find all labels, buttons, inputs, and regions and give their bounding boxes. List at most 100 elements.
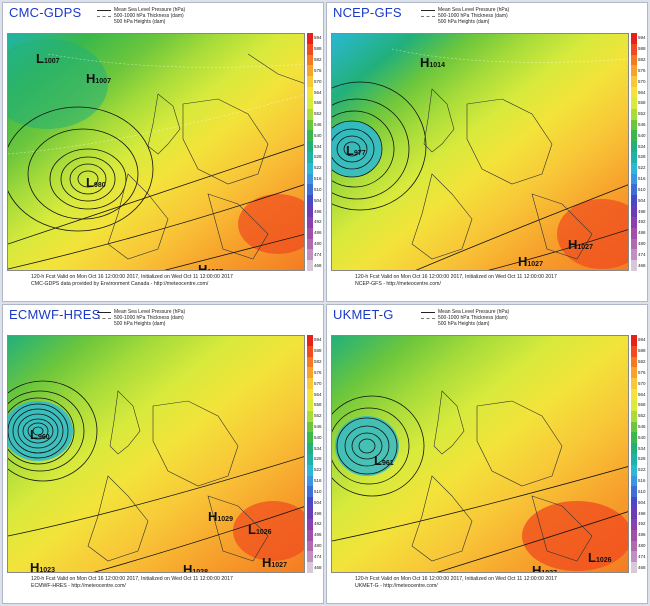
colorbar-swatch <box>631 260 637 271</box>
colorbar-swatch <box>307 130 313 142</box>
panel-title: NCEP-GFS <box>333 5 402 20</box>
map-legend: Mean Sea Level Pressure (hPa) 500-1000 h… <box>97 309 185 327</box>
colorbar-swatch <box>307 108 313 120</box>
colorbar-swatch <box>631 249 637 261</box>
colorbar-swatch <box>631 454 637 465</box>
colorbar-swatch <box>307 97 313 109</box>
system-low-1: L1007 <box>36 51 60 66</box>
colorbar-swatch <box>307 432 313 444</box>
system-low-2: L980 <box>86 175 106 190</box>
colorbar-label: 570 <box>314 380 322 386</box>
colorbar-swatch <box>631 356 637 368</box>
colorbar-label: 510 <box>638 488 646 494</box>
panel-cmc-gdps: CMC-GDPS Mean Sea Level Pressure (hPa) 5… <box>2 2 324 302</box>
colorbar-label: 564 <box>638 391 646 397</box>
colorbar-swatch <box>307 141 313 152</box>
colorbar-label: 504 <box>314 499 322 505</box>
colorbar-swatch <box>307 562 313 573</box>
legend-thickness: 500-1000 hPa Thickness (dam) <box>114 13 184 19</box>
colorbar-label: 570 <box>638 78 646 84</box>
colorbar-swatch <box>631 54 637 66</box>
colorbar-label: 534 <box>314 445 322 451</box>
colorbar-swatch <box>631 421 637 433</box>
colorbar-swatch <box>631 551 637 563</box>
colorbar-label: 522 <box>314 467 322 473</box>
system-high-1: H1029 <box>208 509 233 524</box>
colorbar-label: 486 <box>638 230 646 236</box>
colorbar-swatch <box>307 410 313 422</box>
colorbar-swatch <box>631 108 637 120</box>
colorbar-swatch <box>631 152 637 163</box>
colorbar-label: 594 <box>314 337 322 343</box>
colorbar-label: 504 <box>314 197 322 203</box>
colorbar-swatch <box>307 173 313 185</box>
colorbar-swatch <box>631 43 637 55</box>
colorbar-swatch <box>307 119 313 131</box>
colorbar-label: 498 <box>314 208 322 214</box>
colorbar-swatch <box>307 421 313 433</box>
colorbar-swatch <box>631 87 637 98</box>
colorbar-label: 504 <box>638 499 646 505</box>
thickness-colorbar: 594 588 582 576 570 564 558 552 546 540 534 528 522 5… <box>307 33 323 271</box>
legend-mslp: Mean Sea Level Pressure (hPa) <box>438 7 510 13</box>
colorbar-label: 558 <box>638 402 646 408</box>
colorbar-swatch <box>631 464 637 476</box>
colorbar-label: 468 <box>314 564 322 570</box>
forecast-map[interactable]: H1014 L977 H1027 H1027 <box>331 33 629 271</box>
colorbar-swatch <box>631 76 637 88</box>
legend-mslp: Mean Sea Level Pressure (hPa) <box>114 309 186 315</box>
colorbar-swatch <box>307 486 313 498</box>
colorbar-label: 564 <box>638 89 646 95</box>
mslp-line-swatch <box>97 9 111 11</box>
colorbar-label: 516 <box>638 478 646 484</box>
thickness-colorbar: 594 588 582 576 570 564 558 552 546 540 534 528 522 5… <box>631 335 647 573</box>
colorbar-label: 522 <box>314 165 322 171</box>
colorbar-swatch <box>307 227 313 239</box>
colorbar-label: 582 <box>638 359 646 365</box>
legend-heights: 500 hPa Heights (dam) <box>114 321 166 327</box>
system-high-2: H1027 <box>198 262 223 271</box>
colorbar-swatch <box>307 33 313 44</box>
colorbar-swatch <box>631 227 637 239</box>
forecast-map[interactable]: L960 H1029 L1026 H1023 H1028 H1027 <box>7 335 305 573</box>
map-legend: Mean Sea Level Pressure (hPa) 500-1000 h… <box>97 7 185 25</box>
colorbar-label: 594 <box>638 35 646 41</box>
colorbar-label: 510 <box>638 186 646 192</box>
forecast-map[interactable]: L1007 H1007 L980 H1027 <box>7 33 305 271</box>
legend-thickness: 500-1000 hPa Thickness (dam) <box>438 13 508 19</box>
panel-footer: 120-h Fcst Valid on Mon Oct 16 12:00:00 … <box>31 576 233 589</box>
colorbar-label: 510 <box>314 488 322 494</box>
colorbar-label: 516 <box>314 478 322 484</box>
colorbar-swatch <box>631 399 637 411</box>
legend-mslp: Mean Sea Level Pressure (hPa) <box>438 309 510 315</box>
colorbar-swatch <box>307 54 313 66</box>
colorbar-label: 546 <box>314 423 322 429</box>
legend-heights: 500 hPa Heights (dam) <box>438 321 490 327</box>
colorbar-label: 492 <box>314 219 322 225</box>
colorbar-label: 540 <box>638 434 646 440</box>
colorbar-swatch <box>631 508 637 519</box>
colorbar-label: 498 <box>638 208 646 214</box>
colorbar-swatch <box>631 378 637 390</box>
colorbar-swatch <box>307 345 313 357</box>
system-high-1: H1007 <box>86 71 111 86</box>
colorbar-swatch <box>631 33 637 44</box>
colorbar-label: 576 <box>314 67 322 73</box>
thickness-line-swatch <box>421 15 435 17</box>
panel-footer: 120-h Fcst Valid on Mon Oct 16 12:00:00 … <box>31 274 233 287</box>
colorbar-swatch <box>307 249 313 261</box>
colorbar-swatch <box>307 216 313 228</box>
colorbar-label: 576 <box>638 67 646 73</box>
colorbar-label: 480 <box>638 240 646 246</box>
colorbar-label: 504 <box>638 197 646 203</box>
colorbar-label: 522 <box>638 165 646 171</box>
forecast-map[interactable]: L961 H1027 L1026 <box>331 335 629 573</box>
colorbar-label: 546 <box>314 121 322 127</box>
colorbar-label: 492 <box>638 219 646 225</box>
colorbar-label: 516 <box>638 176 646 182</box>
colorbar-swatch <box>307 335 313 346</box>
colorbar-swatch <box>631 162 637 174</box>
colorbar-label: 552 <box>314 111 322 117</box>
colorbar-swatch <box>307 464 313 476</box>
colorbar-swatch <box>631 184 637 196</box>
